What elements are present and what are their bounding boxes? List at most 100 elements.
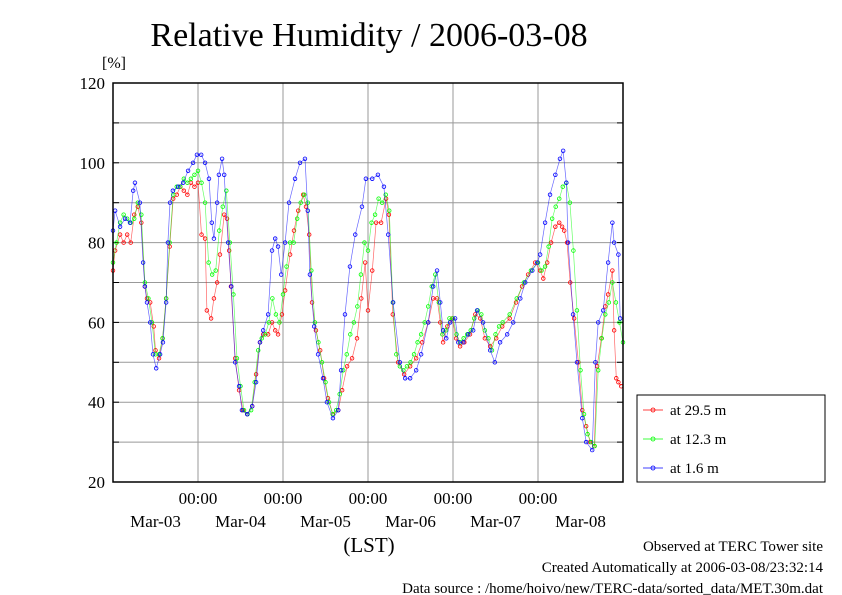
legend-swatch-marker <box>650 465 656 471</box>
data-point <box>222 212 227 217</box>
data-point <box>315 352 321 357</box>
data-point <box>154 366 159 371</box>
data-point <box>456 340 461 345</box>
data-point <box>132 216 137 221</box>
data-point <box>217 228 222 233</box>
legend-label: at 1.6 m <box>670 461 719 477</box>
data-point <box>209 220 215 225</box>
data-point <box>530 268 535 273</box>
data-point <box>553 204 558 209</box>
data-point <box>418 352 424 357</box>
data-point <box>381 184 387 189</box>
data-point <box>130 188 136 193</box>
data-point <box>479 312 484 317</box>
data-point <box>497 340 503 345</box>
data-point <box>438 300 443 305</box>
data-point <box>596 320 601 325</box>
data-point <box>260 328 266 333</box>
data-point <box>369 220 374 225</box>
data-point <box>454 332 459 337</box>
data-point <box>557 156 563 162</box>
data-point <box>500 324 505 329</box>
data-point <box>269 248 275 253</box>
data-point <box>291 240 296 245</box>
data-point <box>434 268 440 273</box>
series-group <box>110 148 626 453</box>
data-point <box>219 156 225 162</box>
data-point <box>204 308 210 313</box>
data-point <box>444 336 449 341</box>
data-point <box>279 312 285 317</box>
data-point <box>376 196 381 201</box>
data-point <box>408 360 413 365</box>
data-point <box>599 336 604 341</box>
data-point <box>347 264 353 269</box>
data-point <box>114 240 119 245</box>
legend: at 29.5 m at 12.3 m at 1.6 m <box>636 394 826 483</box>
data-point <box>269 320 275 325</box>
y-tick-labels: 20 40 60 80 100 120 <box>80 74 106 492</box>
data-point <box>616 252 621 257</box>
data-point <box>567 200 573 205</box>
data-point <box>553 224 558 229</box>
data-point <box>614 376 619 381</box>
x-time-label: 00:00 <box>519 489 558 508</box>
data-point <box>209 272 215 277</box>
data-point <box>415 340 420 345</box>
data-point <box>375 172 381 177</box>
data-point <box>142 284 148 289</box>
data-point <box>171 192 176 197</box>
data-point <box>294 216 300 221</box>
data-point <box>617 320 622 325</box>
data-point <box>496 324 502 329</box>
data-point <box>402 376 408 381</box>
data-point <box>560 148 566 154</box>
data-point <box>180 180 186 185</box>
data-point <box>404 364 410 369</box>
data-point <box>518 296 523 301</box>
data-point <box>372 212 378 217</box>
data-point <box>553 172 558 177</box>
data-point <box>195 168 201 173</box>
data-point <box>185 180 190 185</box>
data-point <box>238 384 243 389</box>
data-point <box>588 439 594 445</box>
grid-lines <box>113 83 623 482</box>
data-point <box>617 316 623 321</box>
x-time-label: 00:00 <box>349 489 388 508</box>
data-point <box>217 252 223 257</box>
data-point <box>194 152 200 158</box>
data-point <box>302 156 308 162</box>
data-point <box>266 320 272 325</box>
data-point <box>245 411 250 417</box>
data-point <box>487 348 493 353</box>
data-point <box>224 188 229 193</box>
data-point <box>564 180 569 185</box>
data-point <box>571 316 577 321</box>
data-point <box>275 332 281 337</box>
data-point <box>139 212 144 217</box>
data-point <box>365 308 371 313</box>
data-point <box>542 264 548 269</box>
data-point <box>418 332 424 337</box>
data-point <box>537 252 543 257</box>
data-point <box>511 320 516 325</box>
data-point <box>486 336 491 341</box>
data-point <box>348 332 353 337</box>
data-point <box>542 220 548 225</box>
data-point <box>386 212 392 217</box>
data-point <box>362 260 368 265</box>
data-point <box>433 272 438 277</box>
data-point <box>121 240 126 245</box>
data-point <box>157 352 163 357</box>
data-point <box>378 220 384 225</box>
data-point <box>220 204 225 209</box>
x-date-label: Mar-08 <box>555 512 606 531</box>
data-point <box>611 328 617 333</box>
data-point <box>167 200 173 205</box>
data-point <box>206 176 212 181</box>
y-tick-label: 40 <box>88 393 105 412</box>
data-point <box>397 360 403 365</box>
x-date-label: Mar-06 <box>385 512 436 531</box>
data-point <box>199 232 204 237</box>
